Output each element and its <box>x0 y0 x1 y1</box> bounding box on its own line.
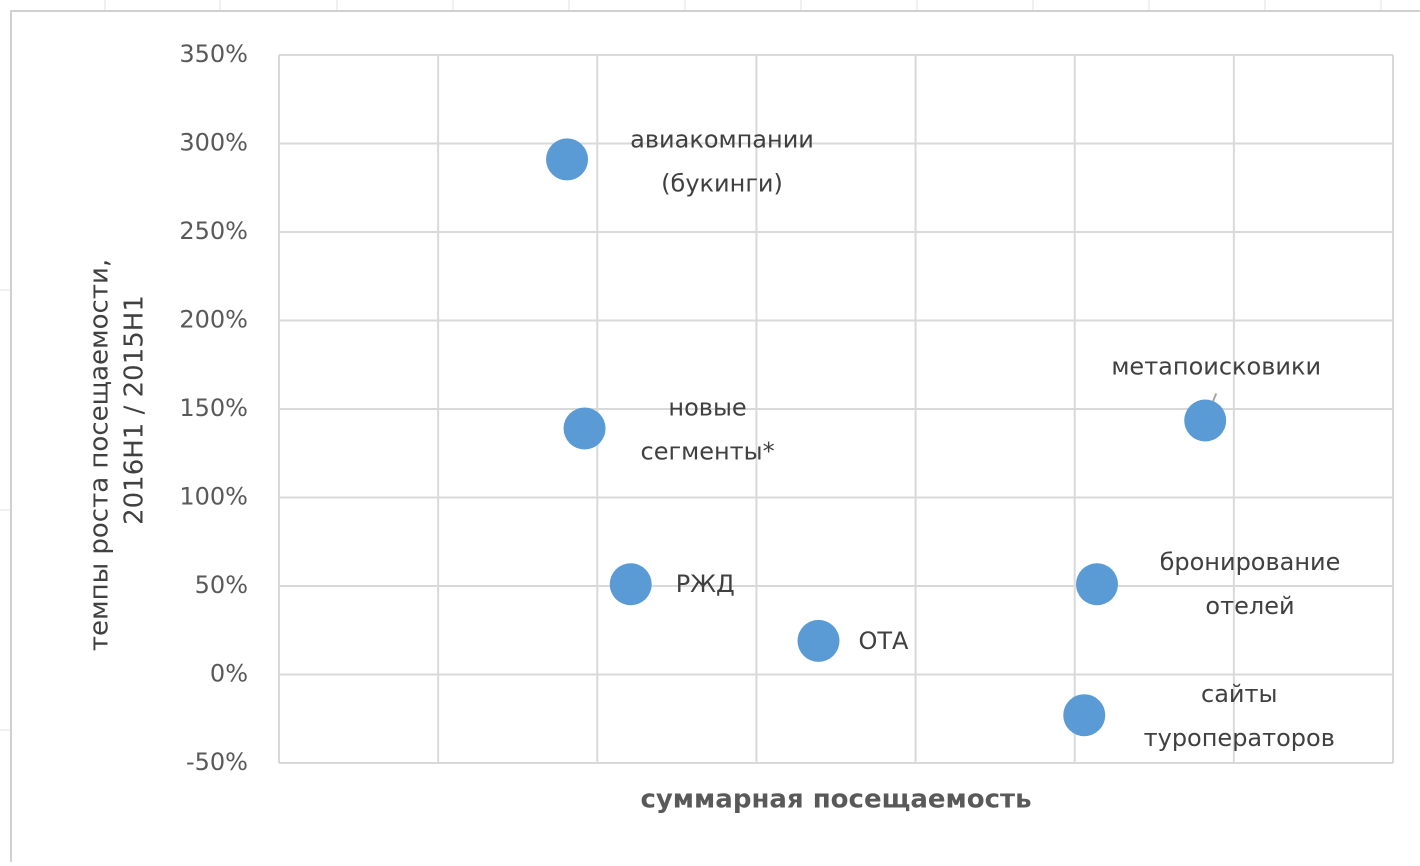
point-label: новые <box>668 393 746 421</box>
point-label: ОТА <box>858 627 909 655</box>
point-label: туроператоров <box>1144 724 1335 752</box>
y-tick-label: 200% <box>179 306 248 334</box>
point <box>1184 399 1227 442</box>
y-tick-label: 0% <box>210 660 248 688</box>
point <box>1063 694 1106 737</box>
point-label: бронирование <box>1160 548 1341 576</box>
y-axis-label: 2016H1 / 2015H1 <box>120 295 150 525</box>
x-axis-label: суммарная посещаемость <box>640 785 1031 815</box>
y-tick-label: 150% <box>179 394 248 422</box>
point <box>563 407 606 450</box>
point <box>1075 563 1118 606</box>
y-tick-label: 300% <box>179 129 248 157</box>
point-label: авиакомпании <box>630 125 814 153</box>
point-label: метапоисковики <box>1111 353 1321 381</box>
point-label: отелей <box>1205 592 1294 620</box>
y-tick-label: 100% <box>179 483 248 511</box>
y-tick-label: 350% <box>179 40 248 68</box>
point <box>546 138 589 181</box>
sheet-gridlines <box>0 0 1382 731</box>
y-tick-label: -50% <box>186 748 248 776</box>
point <box>609 563 652 606</box>
point-label: сегменты* <box>641 437 775 465</box>
y-tick-label: 50% <box>195 571 248 599</box>
point <box>797 619 840 662</box>
y-tick-label: 250% <box>179 217 248 245</box>
point-label: РЖД <box>676 570 735 598</box>
point-label: (букинги) <box>661 169 783 197</box>
y-axis-label: темпы роста посещаемости, <box>85 259 115 651</box>
chart-area <box>10 10 1420 866</box>
point-label: сайты <box>1201 680 1277 708</box>
